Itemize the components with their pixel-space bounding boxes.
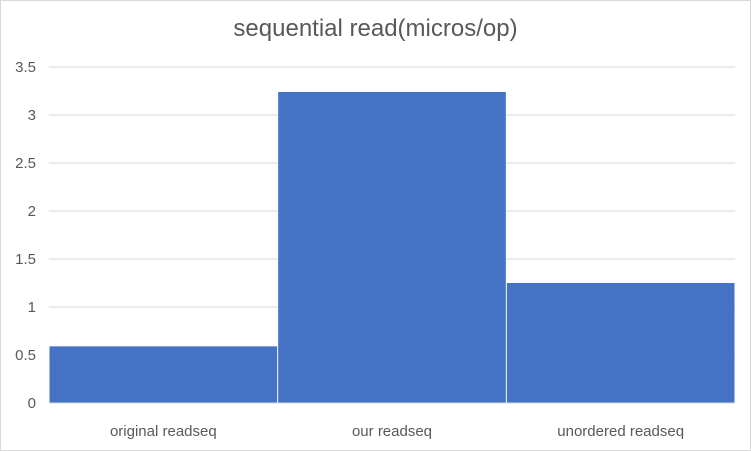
- y-tick-label: 0.5: [15, 347, 36, 364]
- bar: [49, 346, 278, 403]
- x-tick-label: unordered readseq: [557, 423, 684, 440]
- y-tick-label: 1.5: [15, 251, 36, 268]
- bar: [506, 283, 735, 403]
- chart-title: sequential read(micros/op): [233, 15, 518, 42]
- x-tick-label: our readseq: [352, 423, 432, 440]
- x-tick-label: original readseq: [110, 423, 217, 440]
- y-tick-label: 3: [28, 107, 36, 124]
- y-tick-label: 2: [28, 203, 36, 220]
- y-tick-label: 3.5: [15, 59, 36, 76]
- y-tick-label: 2.5: [15, 155, 36, 172]
- y-tick-label: 0: [28, 395, 36, 412]
- y-tick-label: 1: [28, 299, 36, 316]
- bar: [278, 91, 506, 404]
